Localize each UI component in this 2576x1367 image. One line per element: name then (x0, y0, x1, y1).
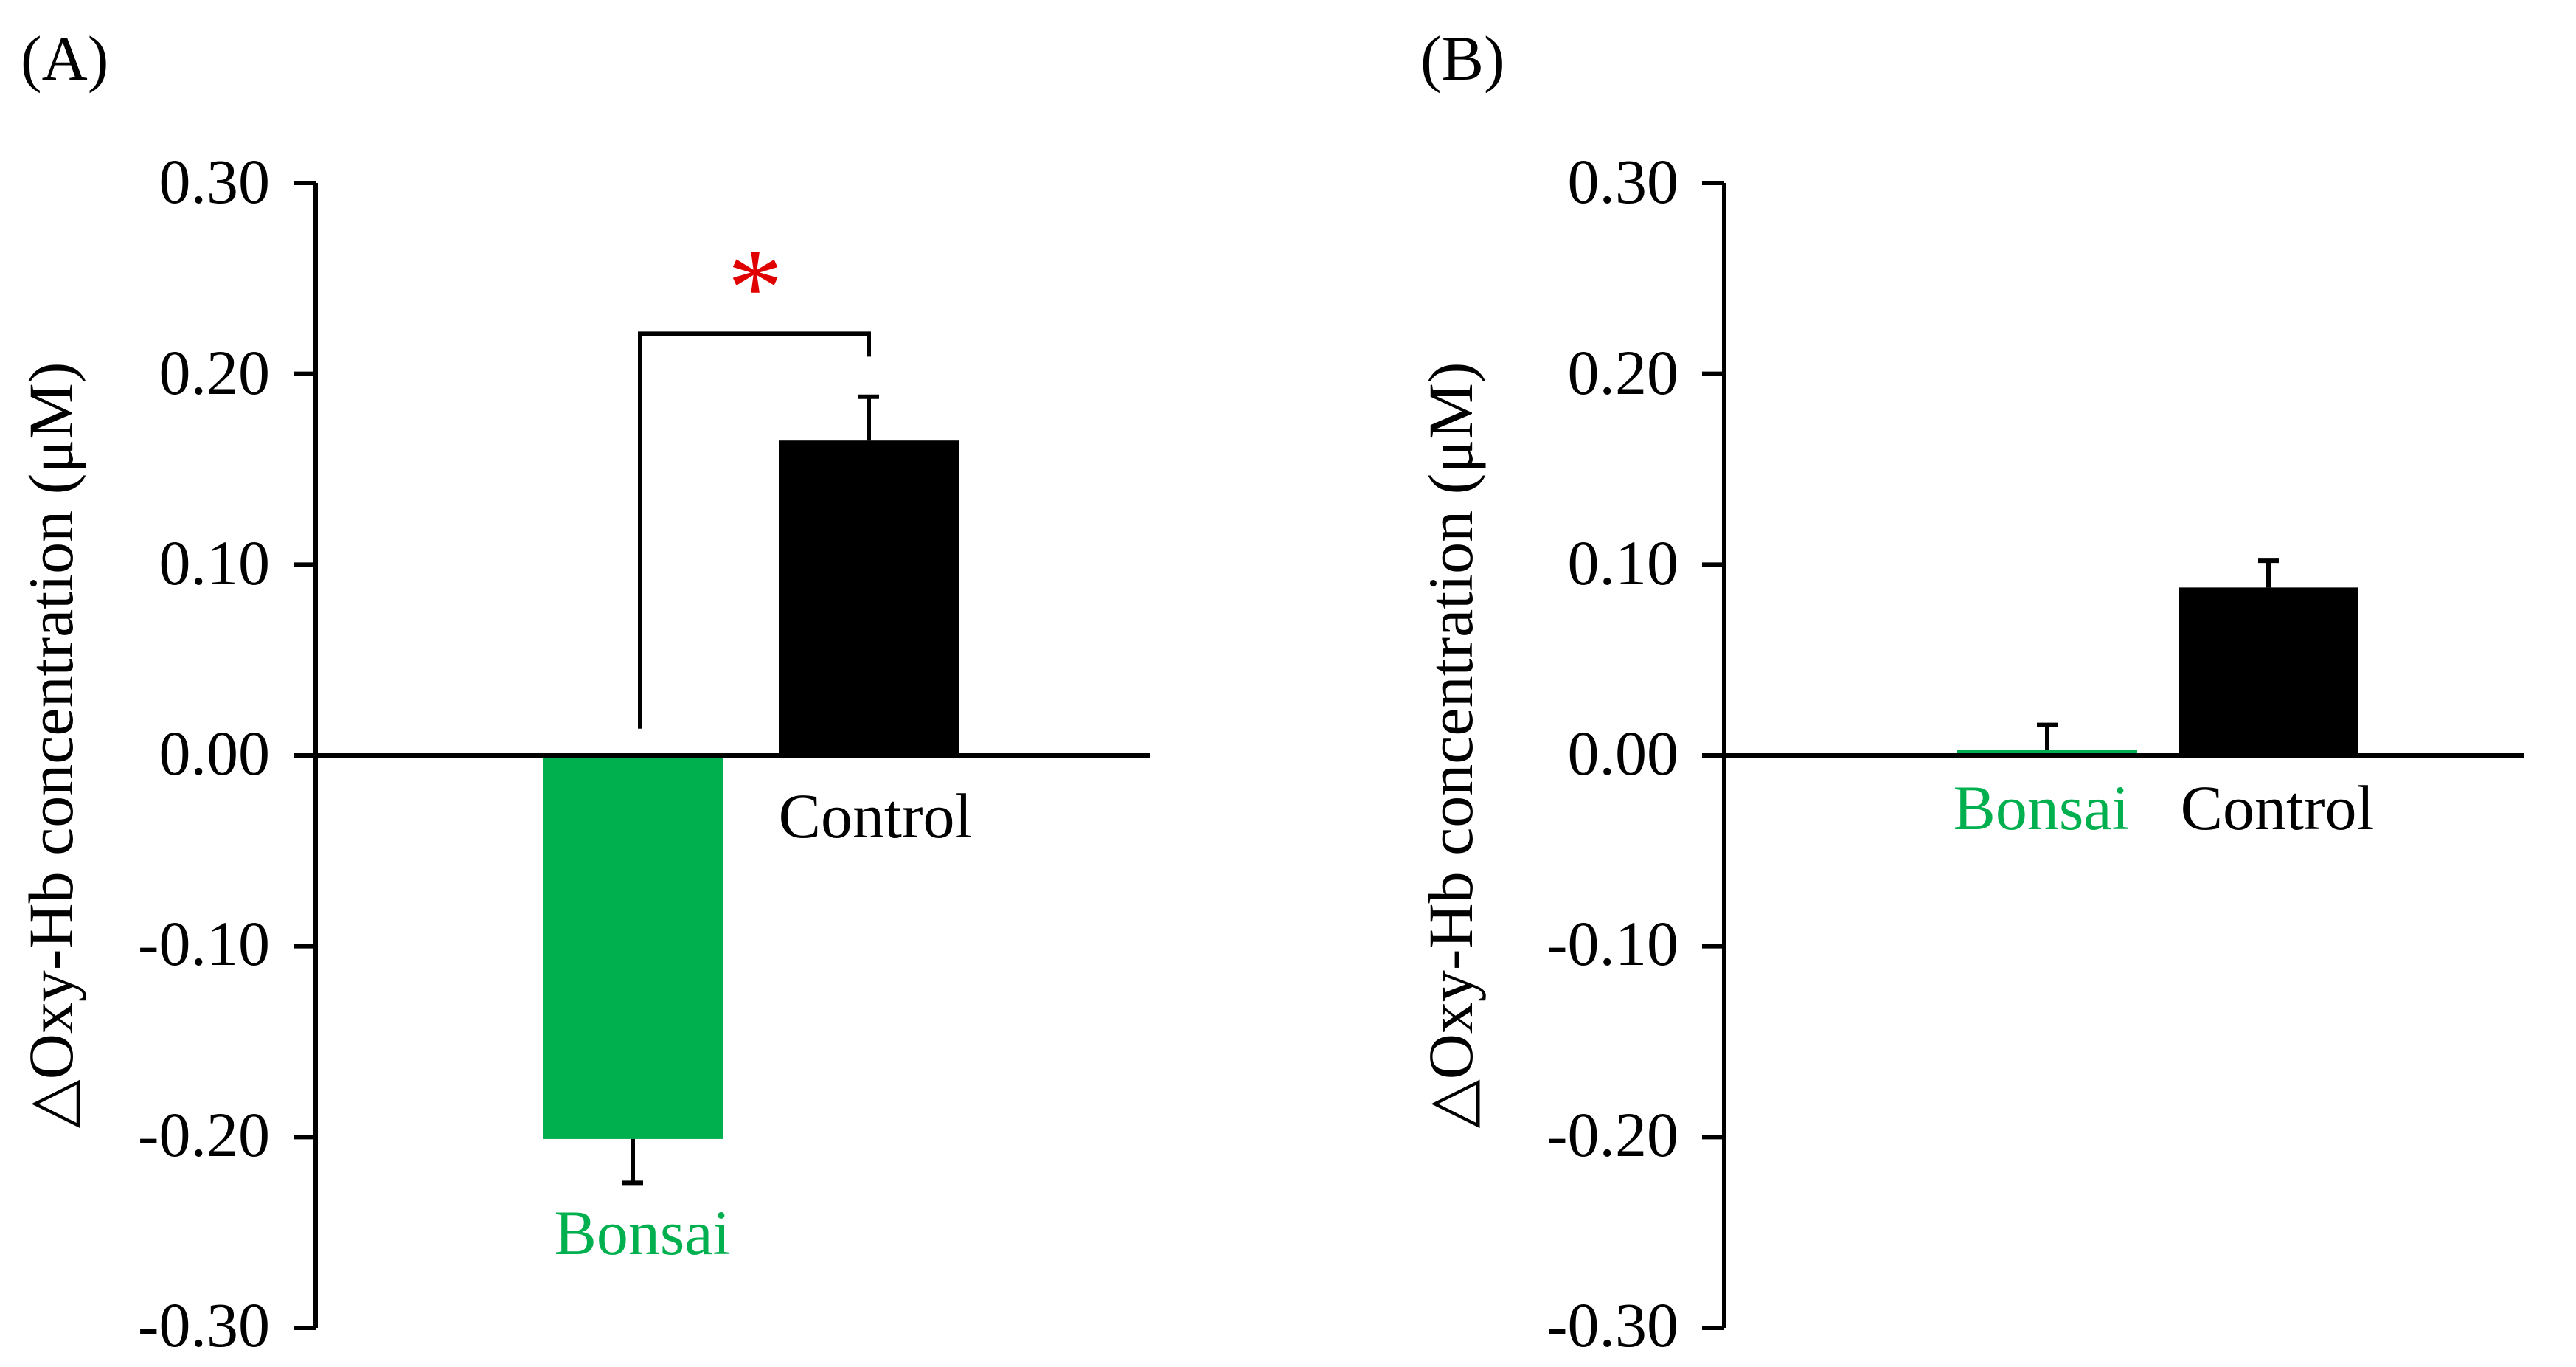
panel-b-ytick-label: 0.30 (1568, 146, 1679, 217)
panel-b-tick-labels: 0.30 0.20 0.10 0.00 -0.10 -0.20 -0.30 (1546, 146, 1678, 1360)
panel-b-ytick-label: 0.20 (1568, 337, 1679, 408)
panel-a-ytick-label: 0.10 (159, 527, 271, 598)
panel-a-bar-control (779, 440, 959, 755)
panel-a-y-axis-label: △Oxy-Hb concentration (μM) (15, 362, 86, 1129)
panel-b-bar-bonsai (1957, 750, 2137, 755)
panel-b-ytick-label: -0.30 (1546, 1290, 1678, 1360)
panel-b-label: (B) (1420, 23, 1505, 94)
panel-b-category-label-bonsai: Bonsai (1954, 772, 2130, 843)
panel-a-marks (294, 181, 1150, 1330)
panel-a-ytick-label: 0.20 (159, 337, 271, 408)
significance-bracket (638, 331, 871, 729)
panel-b-marks (1702, 181, 2524, 1330)
panel-a-ytick-label: -0.30 (138, 1290, 270, 1360)
panel-a-ytick-label: -0.20 (138, 1099, 270, 1170)
panel-b: (B) △Oxy-Hb concentration (μM) 0.30 0.20… (1415, 23, 2524, 1360)
panel-b-y-axis-label: △Oxy-Hb concentration (μM) (1415, 362, 1486, 1129)
panel-a-bar-bonsai (543, 755, 723, 1139)
panel-b-ytick-label: 0.10 (1568, 527, 1679, 598)
panel-a-tick-labels: 0.30 0.20 0.10 0.00 -0.10 -0.20 -0.30 (138, 146, 270, 1360)
significance-asterisk: * (728, 226, 783, 349)
panel-a-ytick-label: -0.10 (138, 908, 270, 979)
panel-a-category-label-bonsai: Bonsai (555, 1197, 731, 1268)
panel-a-label: (A) (21, 23, 108, 94)
panel-b-ytick-label: 0.00 (1568, 718, 1679, 789)
panel-a-ytick-label: 0.30 (159, 146, 271, 217)
panel-b-bar-control (2179, 587, 2358, 755)
panel-b-category-label-control: Control (2181, 772, 2375, 843)
panel-a: (A) △Oxy-Hb concentration (μM) 0.30 0.20… (15, 23, 1150, 1360)
panel-a-ytick-label: 0.00 (159, 718, 271, 789)
panel-a-category-label-control: Control (779, 781, 973, 851)
panel-b-ytick-label: -0.10 (1546, 908, 1678, 979)
panel-b-ytick-label: -0.20 (1546, 1099, 1678, 1170)
